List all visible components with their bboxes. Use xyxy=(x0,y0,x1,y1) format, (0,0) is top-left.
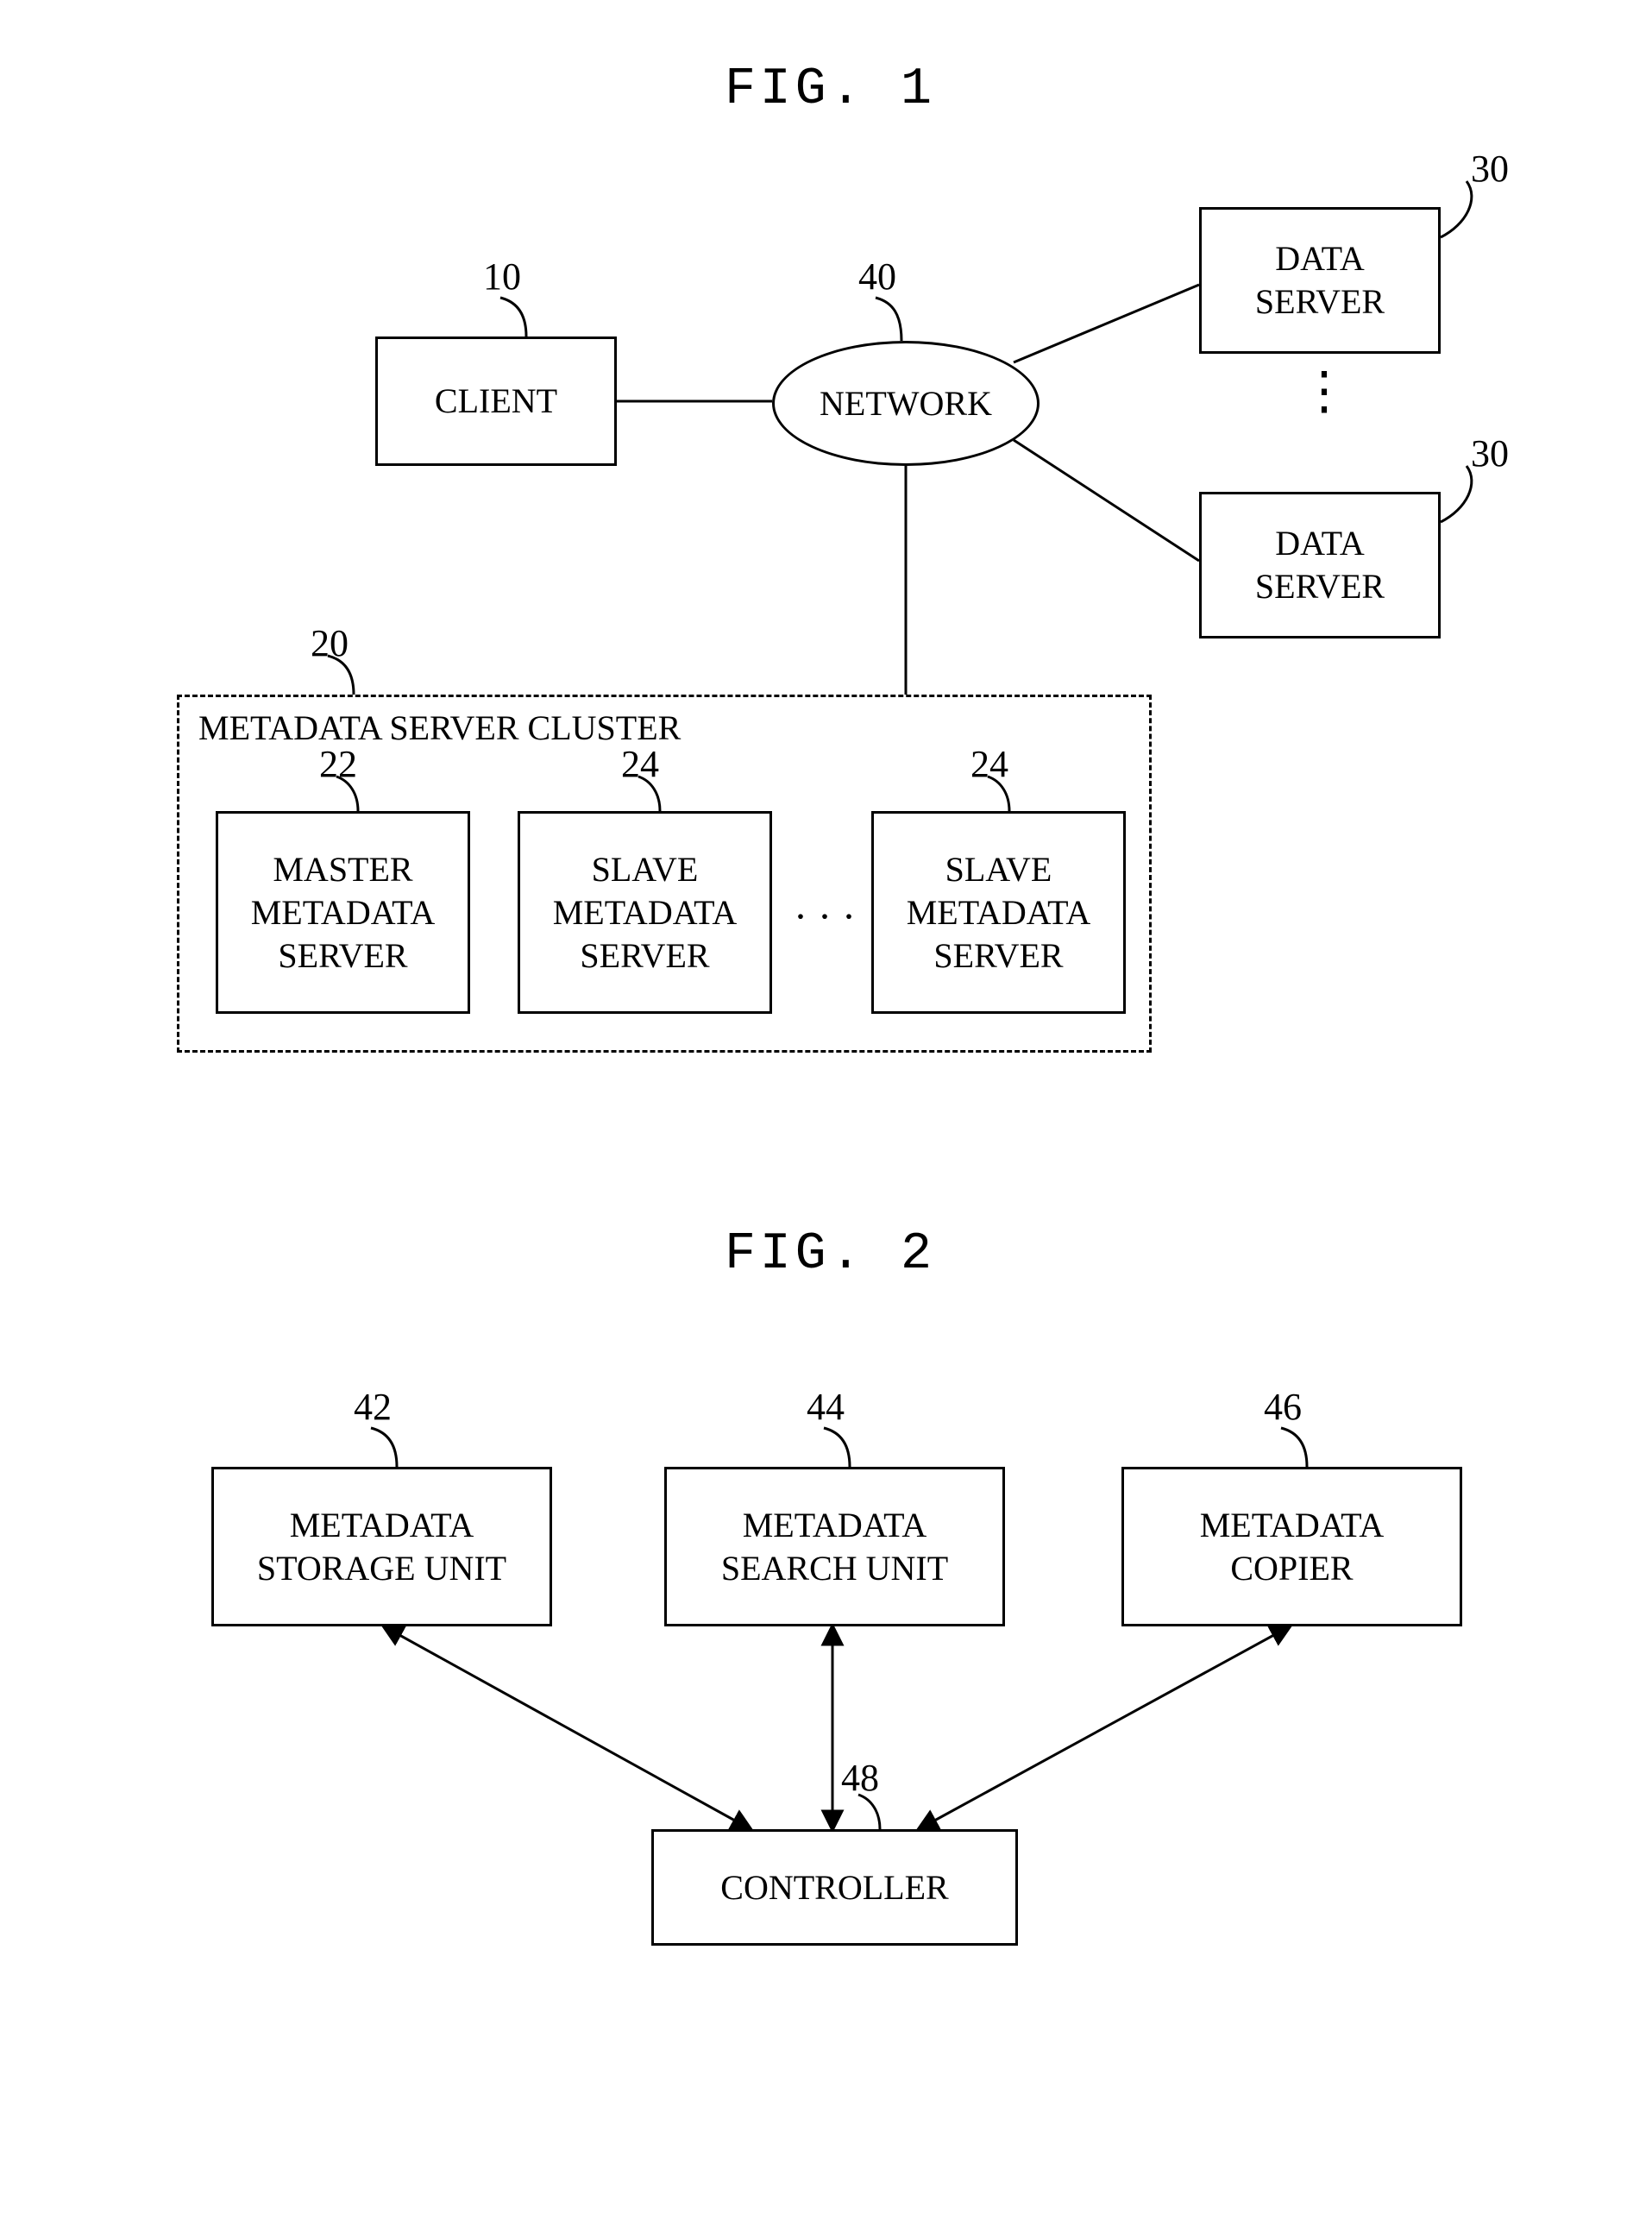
leader-ds1 xyxy=(1441,181,1472,237)
leader-search xyxy=(824,1428,850,1467)
ref-data-server-2: 30 xyxy=(1471,431,1509,475)
node-metadata-storage-unit: METADATA STORAGE UNIT xyxy=(211,1467,552,1626)
leader-ds2 xyxy=(1441,466,1472,522)
ref-network: 40 xyxy=(858,255,896,299)
node-data-server-1-label: DATA SERVER xyxy=(1255,237,1385,324)
node-controller-label: CONTROLLER xyxy=(720,1866,948,1909)
leader-controller xyxy=(858,1795,880,1829)
ref-sms1: 24 xyxy=(621,742,659,786)
edge-network-ds2 xyxy=(1014,440,1199,561)
node-copier-label: METADATA COPIER xyxy=(1200,1504,1385,1590)
node-client: CLIENT xyxy=(375,337,617,466)
node-sms1-label: SLAVE METADATA SERVER xyxy=(553,848,738,978)
ref-cluster: 20 xyxy=(311,621,349,665)
ref-client: 10 xyxy=(483,255,521,299)
edge-copier-controller xyxy=(919,1626,1290,1829)
node-slave-metadata-server-1: SLAVE METADATA SERVER xyxy=(518,811,772,1014)
node-sms2-label: SLAVE METADATA SERVER xyxy=(907,848,1091,978)
leader-client xyxy=(500,298,526,337)
node-slave-metadata-server-2: SLAVE METADATA SERVER xyxy=(871,811,1126,1014)
node-network-label: NETWORK xyxy=(820,382,992,425)
node-controller: CONTROLLER xyxy=(651,1829,1018,1946)
node-master-metadata-server: MASTER METADATA SERVER xyxy=(216,811,470,1014)
node-cluster-label: METADATA SERVER CLUSTER xyxy=(198,708,681,748)
ref-sms2: 24 xyxy=(970,742,1008,786)
ellipsis-data-servers: ⋮ xyxy=(1298,380,1350,403)
node-mms-label: MASTER METADATA SERVER xyxy=(251,848,436,978)
ellipsis-slave-servers: ··· xyxy=(794,893,866,940)
ref-copier: 46 xyxy=(1264,1385,1302,1429)
node-search-label: METADATA SEARCH UNIT xyxy=(721,1504,948,1590)
node-data-server-1: DATA SERVER xyxy=(1199,207,1441,354)
leader-storage xyxy=(371,1428,397,1467)
node-metadata-copier: METADATA COPIER xyxy=(1121,1467,1462,1626)
ref-search: 44 xyxy=(807,1385,845,1429)
node-metadata-search-unit: METADATA SEARCH UNIT xyxy=(664,1467,1005,1626)
node-client-label: CLIENT xyxy=(435,380,557,423)
leader-copier xyxy=(1281,1428,1307,1467)
node-storage-label: METADATA STORAGE UNIT xyxy=(257,1504,506,1590)
node-network: NETWORK xyxy=(772,341,1040,466)
node-data-server-2: DATA SERVER xyxy=(1199,492,1441,638)
ref-mms: 22 xyxy=(319,742,357,786)
ref-controller: 48 xyxy=(841,1756,879,1800)
edge-network-ds1 xyxy=(1014,285,1199,362)
node-data-server-2-label: DATA SERVER xyxy=(1255,522,1385,608)
leader-network xyxy=(876,298,901,341)
fig1-title: FIG. 1 xyxy=(725,60,936,119)
fig2-title: FIG. 2 xyxy=(725,1225,936,1284)
edge-storage-controller xyxy=(384,1626,751,1829)
ref-data-server-1: 30 xyxy=(1471,147,1509,191)
ref-storage: 42 xyxy=(354,1385,392,1429)
